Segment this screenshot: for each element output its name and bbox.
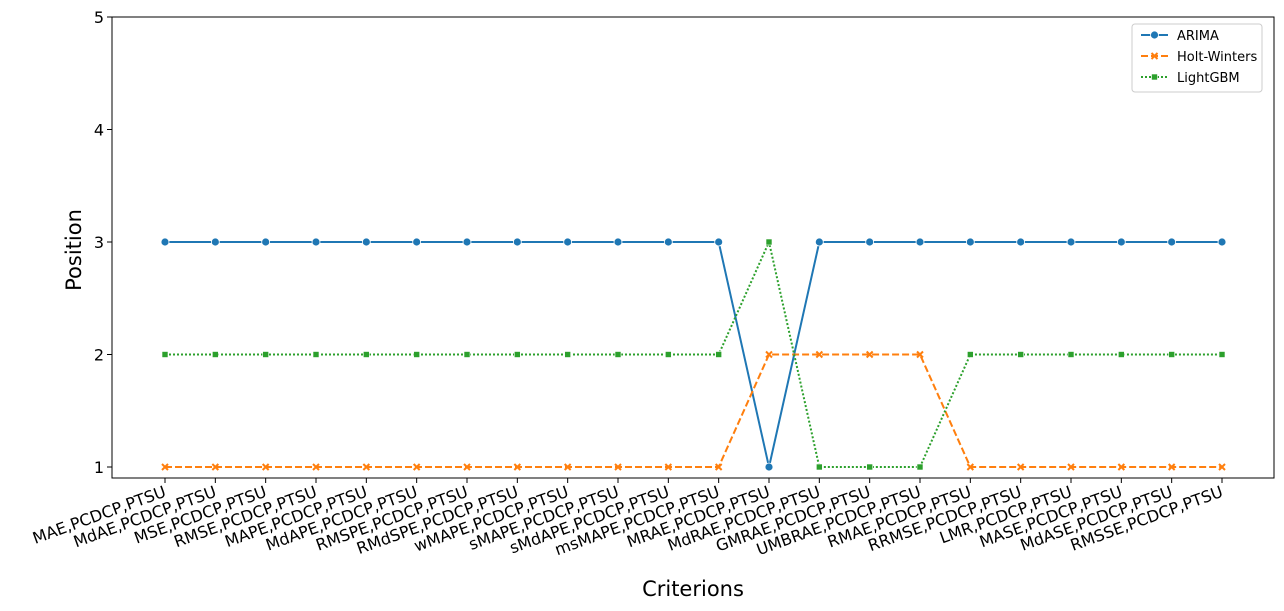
legend: ARIMA Holt-Winters LightGBM — [1131, 23, 1263, 93]
data-point — [866, 463, 873, 471]
data-point — [613, 237, 623, 247]
y-tick-label: 3 — [94, 233, 104, 252]
data-point — [563, 463, 572, 471]
data-point — [262, 351, 269, 358]
data-point — [1067, 463, 1075, 471]
data-point — [161, 463, 169, 471]
y-tick-label: 4 — [94, 121, 104, 140]
data-point — [514, 351, 521, 358]
data-point — [564, 351, 571, 358]
data-point — [816, 463, 823, 471]
data-point — [865, 350, 874, 359]
data-point — [1168, 351, 1175, 358]
legend-label: LightGBM — [1177, 71, 1240, 86]
data-point — [916, 463, 924, 471]
data-point — [715, 351, 722, 358]
data-point — [212, 351, 219, 358]
data-point — [1118, 351, 1125, 358]
data-point — [311, 237, 321, 247]
data-point — [865, 237, 875, 247]
legend-marker — [1150, 30, 1159, 40]
data-point — [1167, 463, 1176, 471]
data-point — [765, 350, 773, 359]
data-point — [412, 237, 422, 247]
data-point — [1017, 351, 1024, 358]
data-point — [967, 351, 974, 358]
data-point — [1016, 463, 1025, 471]
data-point — [965, 237, 975, 247]
y-tick-label: 1 — [94, 458, 104, 477]
legend-marker — [1150, 52, 1159, 60]
data-point — [764, 462, 774, 472]
data-point — [814, 237, 824, 247]
data-point — [1218, 463, 1226, 471]
data-point — [513, 463, 522, 471]
data-point — [1218, 351, 1226, 358]
data-point — [312, 351, 320, 358]
data-point — [1066, 237, 1076, 247]
data-point — [462, 237, 472, 247]
series-line — [165, 241, 1222, 468]
series-line — [165, 241, 1222, 468]
data-point — [210, 237, 220, 247]
data-point — [563, 237, 573, 247]
data-point — [463, 351, 471, 358]
data-point — [312, 463, 320, 471]
data-point — [665, 351, 672, 358]
data-point — [412, 463, 421, 471]
data-point — [463, 463, 471, 471]
y-tick-label: 2 — [94, 346, 104, 365]
legend-label: Holt-Winters — [1177, 50, 1257, 65]
data-point — [261, 463, 270, 471]
series-holt-winters — [161, 350, 1226, 471]
data-point — [512, 237, 522, 247]
data-point — [160, 237, 170, 247]
data-point — [1016, 237, 1026, 247]
series-line — [165, 353, 1222, 468]
legend-label: ARIMA — [1177, 29, 1219, 44]
legend-marker — [1151, 73, 1158, 81]
data-point — [663, 237, 673, 247]
data-point — [915, 237, 925, 247]
data-point — [1217, 237, 1227, 247]
data-point — [1117, 463, 1126, 471]
data-point — [916, 350, 924, 359]
data-point — [614, 463, 622, 471]
data-point — [363, 351, 370, 358]
data-point — [815, 350, 824, 359]
plot-frame — [111, 16, 1275, 479]
data-point — [361, 237, 371, 247]
y-tick-label: 5 — [94, 8, 104, 27]
x-axis-title: Criterions — [642, 577, 744, 601]
data-point — [261, 237, 271, 247]
data-point — [765, 238, 773, 246]
data-point — [614, 351, 622, 358]
data-point — [161, 351, 169, 358]
data-point — [362, 463, 371, 471]
y-axis-title: Position — [62, 209, 86, 291]
series-group — [160, 237, 1227, 472]
data-point — [966, 463, 975, 471]
series-lightgbm — [161, 238, 1226, 471]
data-point — [664, 463, 673, 471]
data-point — [1167, 237, 1177, 247]
data-point — [1116, 237, 1126, 247]
data-point — [1067, 351, 1075, 358]
data-point — [714, 237, 724, 247]
legend-box — [1131, 23, 1263, 93]
data-point — [413, 351, 420, 358]
series-arima — [160, 237, 1227, 472]
axes: 12345MAE,PCDCP,PTSUMdAE,PCDCP,PTSUMSE,PC… — [30, 8, 1275, 559]
data-point — [714, 463, 723, 471]
data-point — [211, 463, 220, 471]
